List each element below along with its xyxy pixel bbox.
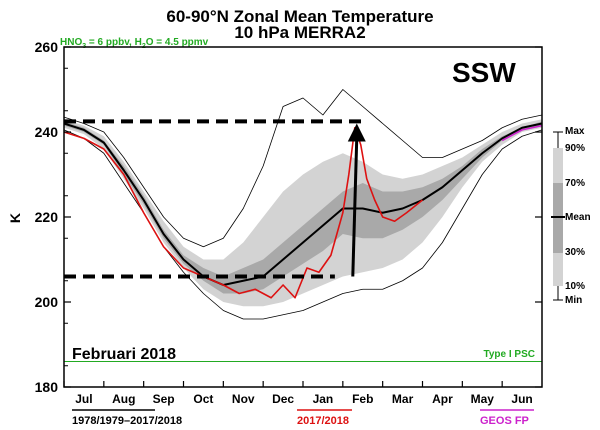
x-tick-label-Aug: Aug — [112, 392, 135, 406]
x-tick-label-Oct: Oct — [193, 392, 213, 406]
warming-arrow-shaft — [351, 137, 359, 277]
y-tick-label-200: 200 — [35, 294, 59, 310]
x-tick-label-Mar: Mar — [392, 392, 414, 406]
chart-subtitle: 10 hPa MERRA2 — [234, 23, 365, 42]
axes: 180 200 220 240 260 Jul Aug Sep Oct Nov Dec Jan Feb M… — [35, 39, 542, 406]
x-tick-label-May: May — [471, 392, 495, 406]
legend-label-max: Max — [565, 126, 585, 137]
legend-label-70pct: 70% — [565, 178, 585, 189]
percentile-legend: Max 90% 70% Mean 30% 10% Min — [551, 126, 591, 306]
x-tick-label-Apr: Apr — [432, 392, 453, 406]
legend-label-90pct: 90% — [565, 143, 585, 154]
x-tick-label-Dec: Dec — [272, 392, 294, 406]
legend-year-label: 2017/2018 — [297, 415, 349, 427]
legend-label-30pct: 30% — [565, 247, 585, 258]
series-max-line — [63, 89, 543, 248]
series-geos-fp-line — [501, 124, 543, 142]
y-axis-label: K — [7, 213, 23, 223]
x-tick-label-Jul: Jul — [75, 392, 92, 406]
psc-label: Type I PSC — [484, 349, 536, 360]
warming-arrow-head — [347, 123, 366, 142]
y-tick-label-180: 180 — [35, 379, 59, 395]
x-tick-label-Nov: Nov — [232, 392, 255, 406]
y-tick-label-220: 220 — [35, 209, 59, 225]
plot-frame — [63, 46, 543, 388]
x-tick-label-Sep: Sep — [153, 392, 175, 406]
series-mean-line — [63, 122, 543, 286]
x-tick-label-Jan: Jan — [313, 392, 334, 406]
chem-a: HNO — [60, 37, 82, 48]
legend-geos-label: GEOS FP — [480, 415, 529, 427]
band-30-70 — [64, 121, 542, 294]
x-tick-label-Feb: Feb — [352, 392, 373, 406]
event-label: SSW — [452, 57, 516, 88]
legend-label-min: Min — [565, 295, 582, 306]
chem-b: = 6 ppbv, H — [86, 37, 142, 48]
data-lines — [63, 89, 543, 320]
x-tick-label-Jun: Jun — [511, 392, 532, 406]
legend-climatology-label: 1978/1979–2017/2018 — [72, 415, 182, 427]
y-tick-label-240: 240 — [35, 124, 59, 140]
reference-lines — [64, 119, 542, 362]
chart-title: 60-90°N Zonal Mean Temperature — [166, 7, 433, 26]
chemistry-note: HNO3 = 6 ppbv, H2O = 4.5 ppmv — [60, 37, 209, 50]
legend-label-10pct: 10% — [565, 281, 585, 292]
legend-label-mean: Mean — [565, 212, 591, 223]
period-label: Februari 2018 — [72, 346, 176, 363]
y-tick-label-260: 260 — [35, 39, 59, 55]
series-2017-2018-line — [63, 126, 423, 299]
bottom-legend: 1978/1979–2017/2018 2017/2018 GEOS FP — [72, 409, 534, 427]
chem-c: O = 4.5 ppmv — [146, 37, 209, 48]
